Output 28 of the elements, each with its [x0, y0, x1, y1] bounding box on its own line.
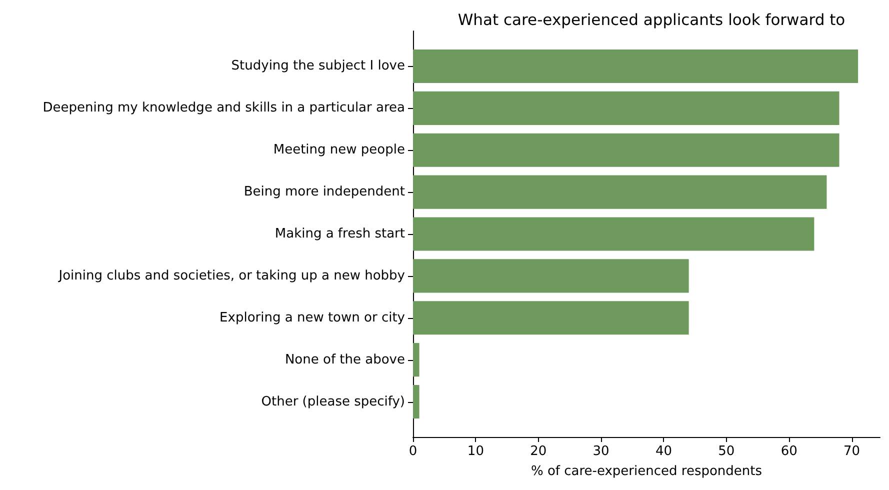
x-tick-label: 0 [408, 444, 418, 459]
x-tick-label: 30 [592, 444, 610, 459]
x-tick-label: 70 [844, 444, 860, 459]
x-tick-label: 50 [718, 444, 735, 459]
bar [413, 49, 858, 84]
x-tick-label: 40 [655, 444, 672, 459]
chart-title: What care-experienced applicants look forward to [458, 11, 846, 29]
bar [413, 384, 420, 419]
x-tick-label: 10 [467, 444, 484, 459]
y-tick-label: Exploring a new town or city [220, 310, 406, 326]
y-tick-label: None of the above [284, 352, 405, 368]
y-tick-label: Being more independent [244, 184, 405, 200]
y-tick-label: Joining clubs and societies, or taking up a new hobby [58, 268, 406, 284]
y-tick-label: Other (please specify) [261, 394, 405, 410]
bar [413, 91, 840, 125]
bar [413, 217, 814, 251]
bar [413, 259, 689, 293]
y-tick-label: Meeting new people [273, 142, 405, 158]
x-axis-title: % of care-experienced respondents [530, 464, 762, 479]
bar [413, 175, 827, 209]
x-tick-label: 20 [530, 444, 547, 459]
bar [413, 301, 689, 335]
bar [413, 133, 840, 167]
y-tick-label: Studying the subject I love [231, 58, 405, 74]
x-tick-label: 60 [780, 444, 798, 459]
y-tick-label: Deepening my knowledge and skills in a particular area [42, 100, 405, 116]
bar [413, 343, 420, 377]
y-tick-label: Making a fresh start [274, 226, 405, 242]
